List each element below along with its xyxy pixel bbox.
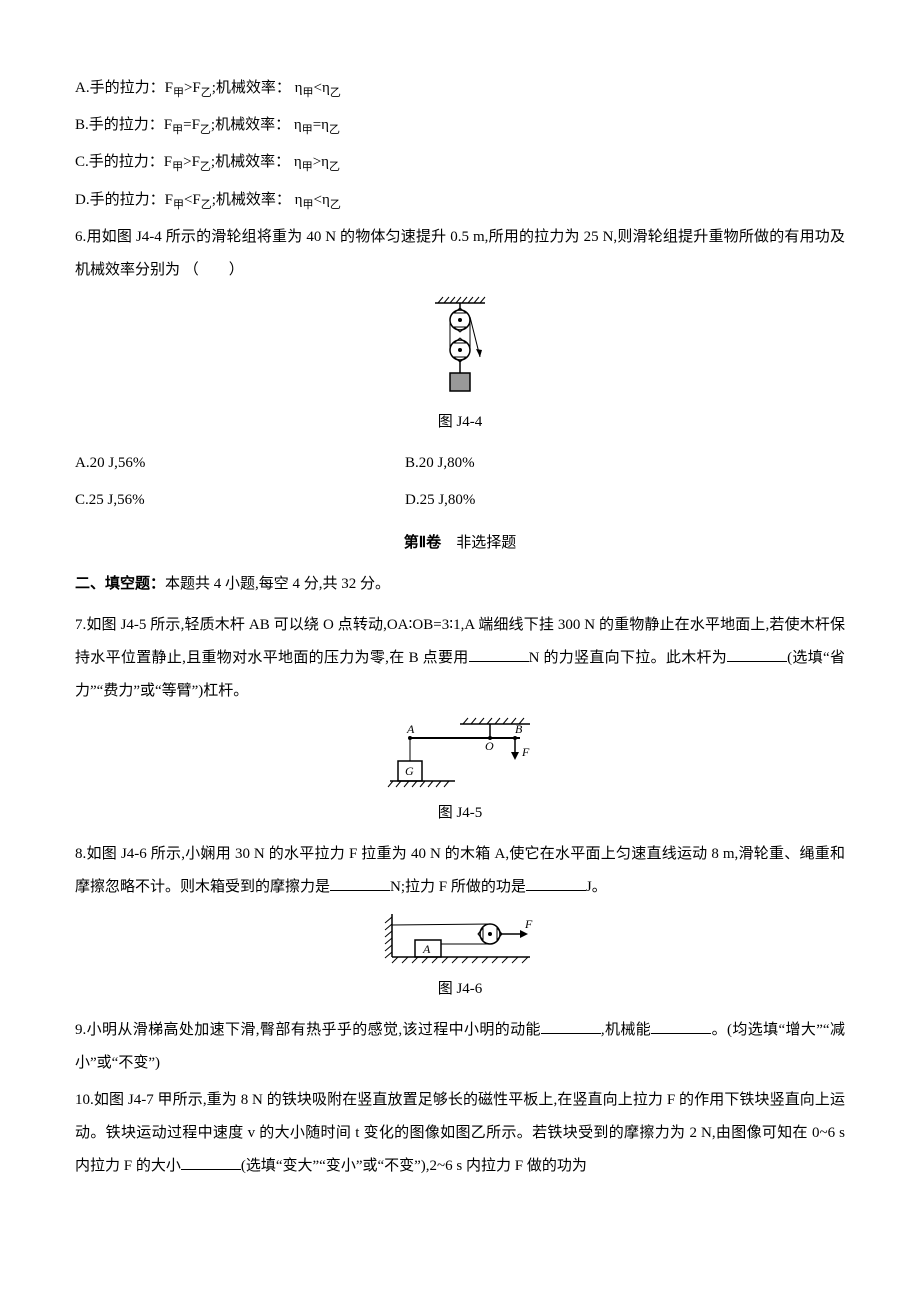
- svg-text:A: A: [422, 942, 431, 956]
- q10-blank1: [181, 1154, 241, 1170]
- figure-j4-6-label: 图 J4-6: [75, 973, 845, 1006]
- svg-text:B: B: [515, 722, 523, 736]
- svg-text:A: A: [406, 722, 415, 736]
- q5-option-c: C.手的拉力：F甲>F乙;机械效率： η甲>η乙: [75, 144, 845, 181]
- q6-text: 6.用如图 J4-4 所示的滑轮组将重为 40 N 的物体匀速提升 0.5 m,…: [75, 219, 845, 289]
- q7-text: 7.如图 J4-5 所示,轻质木杆 AB 可以绕 O 点转动,OA∶OB=3∶1…: [75, 607, 845, 710]
- q6-options-row2: C.25 J,56% D.25 J,80%: [75, 482, 845, 519]
- q5-option-d: D.手的拉力：F甲<F乙;机械效率： η甲<η乙: [75, 182, 845, 219]
- q7-blank1: [469, 646, 529, 662]
- figure-j4-5: A O B F G: [75, 716, 845, 791]
- section2-title: 二、填空题：本题共 4 小题,每空 4 分,共 32 分。: [75, 568, 845, 601]
- q6-options-row1: A.20 J,56% B.20 J,80%: [75, 445, 845, 482]
- figure-j4-4: [75, 295, 845, 400]
- svg-text:F: F: [521, 745, 530, 759]
- q9-blank1: [541, 1018, 601, 1034]
- part2-header: 第Ⅱ卷 非选择题: [75, 527, 845, 560]
- q5-option-b: B.手的拉力：F甲=F乙;机械效率： η甲=η乙: [75, 107, 845, 144]
- svg-text:F: F: [524, 917, 533, 931]
- q9-text: 9.小明从滑梯高处加速下滑,臀部有热乎乎的感觉,该过程中小明的动能,机械能。(均…: [75, 1012, 845, 1082]
- svg-text:O: O: [485, 739, 494, 753]
- q8-blank1: [330, 875, 390, 891]
- figure-j4-6: A F: [75, 912, 845, 967]
- q10-text: 10.如图 J4-7 甲所示,重为 8 N 的铁块吸附在竖直放置足够长的磁性平板…: [75, 1082, 845, 1185]
- figure-j4-4-label: 图 J4-4: [75, 406, 845, 439]
- figure-j4-5-label: 图 J4-5: [75, 797, 845, 830]
- q5-option-a: A.手的拉力：F甲>F乙;机械效率： η甲<η乙: [75, 70, 845, 107]
- svg-text:G: G: [405, 764, 414, 778]
- q8-text: 8.如图 J4-6 所示,小娴用 30 N 的水平拉力 F 拉重为 40 N 的…: [75, 836, 845, 906]
- q7-blank2: [727, 646, 787, 662]
- q9-blank2: [651, 1018, 711, 1034]
- q8-blank2: [526, 875, 586, 891]
